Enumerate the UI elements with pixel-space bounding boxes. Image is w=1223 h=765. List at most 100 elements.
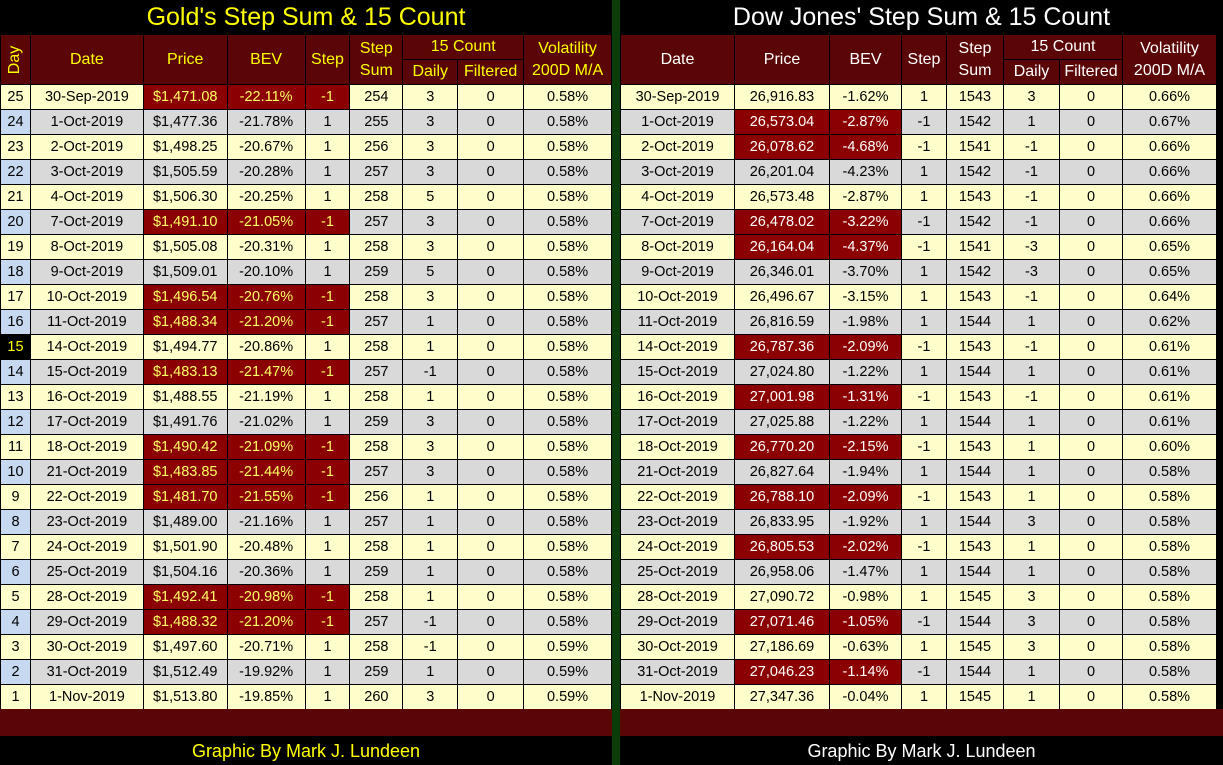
table-row: 9 22-Oct-2019 $1,481.70 -21.55% -1 256 1 0 0.58% — [0, 484, 612, 510]
price-cell: $1,481.70 — [142, 484, 228, 510]
filtered-cell: 0 — [457, 184, 525, 210]
day-cell: 22 — [0, 159, 31, 185]
step-cell: 1 — [304, 159, 351, 185]
header-filtered: Filtered — [1059, 59, 1123, 85]
step-cell: -1 — [304, 284, 351, 310]
bev-cell: -1.22% — [829, 359, 902, 385]
volatility-cell: 0.58% — [1122, 609, 1217, 635]
price-cell: $1,488.32 — [142, 609, 228, 635]
price-cell: 27,186.69 — [734, 634, 830, 660]
price-cell: 26,201.04 — [734, 159, 830, 185]
daily-cell: 3 — [402, 434, 459, 460]
dow-table: Date Price BEV Step Step Sum 15 Count Vo… — [620, 34, 1217, 710]
filtered-cell: 0 — [1059, 184, 1123, 210]
step-sum-cell: 1543 — [946, 334, 1004, 360]
filtered-cell: 0 — [1059, 484, 1123, 510]
step-sum-cell: 1544 — [946, 559, 1004, 585]
filtered-cell: 0 — [457, 459, 525, 485]
table-row: 15-Oct-2019 27,024.80 -1.22% 1 1544 1 0 0.61% — [620, 359, 1217, 385]
step-cell: 1 — [901, 84, 947, 110]
step-sum-cell: 256 — [349, 134, 404, 160]
daily-cell: -1 — [1003, 384, 1060, 410]
daily-cell: 1 — [1003, 459, 1060, 485]
bev-cell: -19.92% — [226, 659, 306, 685]
price-cell: $1,494.77 — [142, 334, 228, 360]
filtered-cell: 0 — [1059, 684, 1123, 710]
filtered-cell: 0 — [1059, 309, 1123, 335]
bev-cell: -1.31% — [829, 384, 902, 410]
step-sum-cell: 256 — [349, 484, 404, 510]
step-cell: 1 — [901, 409, 947, 435]
daily-cell: 3 — [402, 209, 459, 235]
table-row: 23-Oct-2019 26,833.95 -1.92% 1 1544 3 0 0.58% — [620, 509, 1217, 535]
bev-cell: -21.09% — [226, 434, 306, 460]
date-cell: 9-Oct-2019 — [620, 259, 735, 285]
filtered-cell: 0 — [457, 434, 525, 460]
date-cell: 21-Oct-2019 — [620, 459, 735, 485]
price-cell: 26,833.95 — [734, 509, 830, 535]
bev-cell: -1.14% — [829, 659, 902, 685]
table-row: 4 29-Oct-2019 $1,488.32 -21.20% -1 257 -1 0 0.58… — [0, 609, 612, 635]
volatility-cell: 0.58% — [523, 109, 612, 135]
price-cell: $1,491.76 — [142, 409, 228, 435]
volatility-cell: 0.67% — [1122, 109, 1217, 135]
step-cell: 1 — [304, 559, 351, 585]
bev-cell: -21.05% — [226, 209, 306, 235]
daily-cell: 3 — [402, 84, 459, 110]
daily-cell: 1 — [1003, 309, 1060, 335]
bev-cell: -2.02% — [829, 534, 902, 560]
date-cell: 24-Oct-2019 — [620, 534, 735, 560]
step-sum-cell: 260 — [349, 684, 404, 710]
day-cell: 5 — [0, 584, 31, 610]
header-price: Price — [142, 34, 228, 85]
date-cell: 3-Oct-2019 — [620, 159, 735, 185]
date-cell: 3-Oct-2019 — [29, 159, 144, 185]
day-cell: 13 — [0, 384, 31, 410]
header-volatility: Volatility 200D M/A — [523, 34, 612, 85]
step-cell: 1 — [304, 384, 351, 410]
daily-cell: -1 — [402, 609, 459, 635]
volatility-cell: 0.58% — [1122, 584, 1217, 610]
bev-cell: -21.02% — [226, 409, 306, 435]
volatility-cell: 0.58% — [1122, 484, 1217, 510]
daily-cell: 1 — [402, 559, 459, 585]
date-cell: 15-Oct-2019 — [620, 359, 735, 385]
step-cell: -1 — [901, 384, 947, 410]
step-cell: -1 — [304, 309, 351, 335]
table-row: 3-Oct-2019 26,201.04 -4.23% 1 1542 -1 0 0.66% — [620, 159, 1217, 185]
volatility-cell: 0.58% — [523, 434, 612, 460]
step-sum-cell: 259 — [349, 409, 404, 435]
header-daily: Daily — [402, 59, 459, 85]
date-cell: 29-Oct-2019 — [620, 609, 735, 635]
step-sum-cell: 257 — [349, 159, 404, 185]
bev-cell: -4.68% — [829, 134, 902, 160]
date-cell: 10-Oct-2019 — [29, 284, 144, 310]
step-sum-cell: 1543 — [946, 534, 1004, 560]
daily-cell: -1 — [402, 359, 459, 385]
step-sum-cell: 1543 — [946, 84, 1004, 110]
header-bev: BEV — [829, 34, 902, 85]
price-cell: 26,816.59 — [734, 309, 830, 335]
date-cell: 25-Oct-2019 — [620, 559, 735, 585]
price-cell: $1,483.13 — [142, 359, 228, 385]
step-cell: 1 — [901, 634, 947, 660]
daily-cell: 3 — [1003, 634, 1060, 660]
step-sum-cell: 257 — [349, 359, 404, 385]
bev-cell: -21.20% — [226, 309, 306, 335]
day-cell: 2 — [0, 659, 31, 685]
volatility-cell: 0.61% — [1122, 384, 1217, 410]
volatility-cell: 0.66% — [1122, 159, 1217, 185]
date-cell: 18-Oct-2019 — [620, 434, 735, 460]
step-cell: -1 — [304, 459, 351, 485]
day-cell: 19 — [0, 234, 31, 260]
price-cell: $1,477.36 — [142, 109, 228, 135]
step-sum-cell: 1542 — [946, 259, 1004, 285]
step-cell: -1 — [304, 209, 351, 235]
filtered-cell: 0 — [1059, 509, 1123, 535]
step-sum-cell: 1544 — [946, 659, 1004, 685]
bev-cell: -20.28% — [226, 159, 306, 185]
price-cell: $1,509.01 — [142, 259, 228, 285]
daily-cell: -3 — [1003, 259, 1060, 285]
day-cell: 11 — [0, 434, 31, 460]
step-cell: 1 — [901, 459, 947, 485]
